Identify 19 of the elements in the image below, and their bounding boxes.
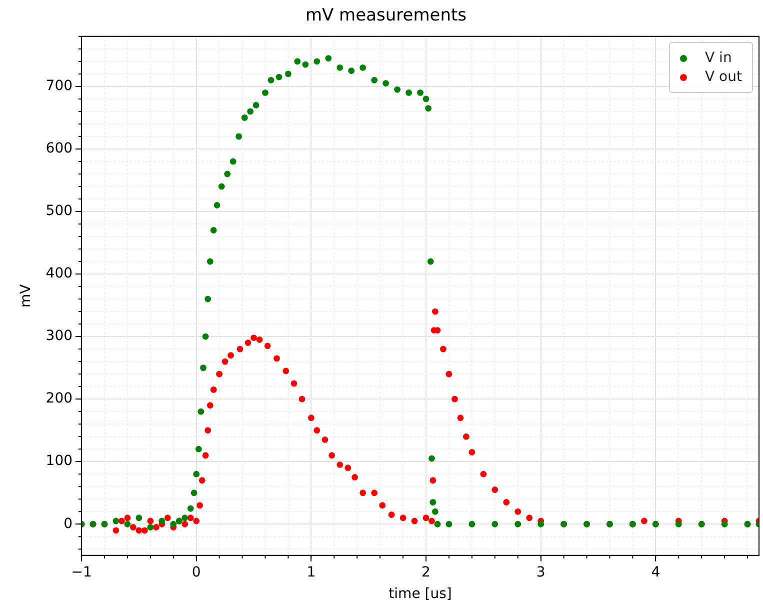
- y-tick-label: 700: [46, 78, 73, 94]
- x-axis-title: time [us]: [388, 586, 452, 602]
- y-tick-label: 600: [46, 140, 73, 157]
- x-tick-label: −1: [71, 564, 92, 580]
- y-tick-label: 400: [46, 266, 73, 282]
- y-tick-label: 200: [46, 390, 73, 407]
- x-tick-label: 2: [422, 564, 430, 580]
- y-tick-label: 500: [46, 203, 73, 220]
- legend-label: V in: [705, 50, 732, 66]
- chart-title: mV measurements: [305, 6, 467, 26]
- x-tick-label: 3: [536, 564, 546, 580]
- y-tick-label: 100: [46, 453, 73, 470]
- y-tick-label: 0: [64, 516, 73, 532]
- legend-label: V out: [705, 69, 742, 86]
- x-tick-label: 0: [192, 564, 201, 580]
- y-tick-label: 300: [46, 328, 73, 344]
- x-tick-label: 4: [651, 564, 660, 580]
- y-axis-title: mV: [18, 284, 34, 308]
- x-tick-label: 1: [306, 564, 316, 580]
